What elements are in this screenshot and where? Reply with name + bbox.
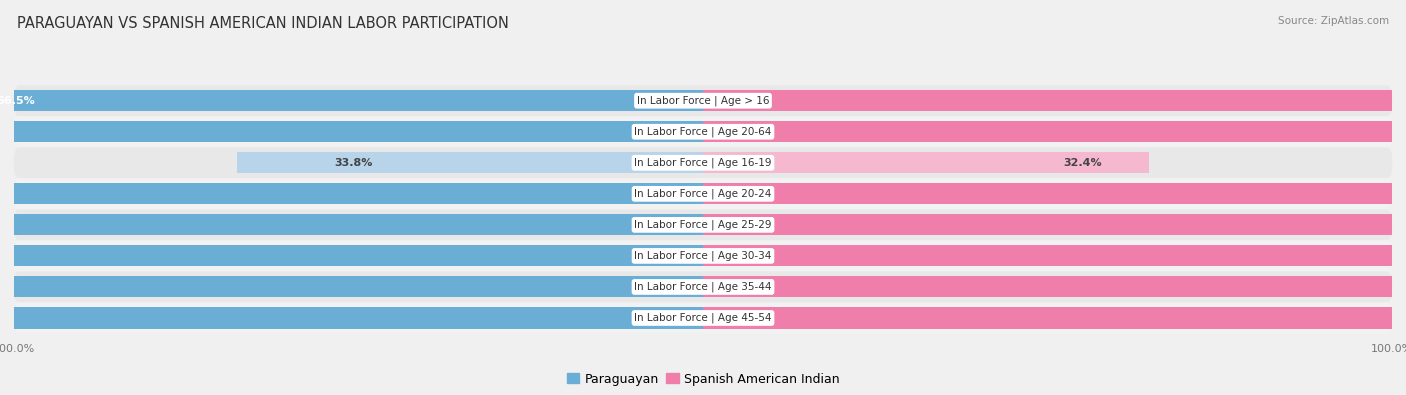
FancyBboxPatch shape [14,272,1392,302]
Bar [703,307,1406,329]
Text: In Labor Force | Age 16-19: In Labor Force | Age 16-19 [634,158,772,168]
Text: 66.5%: 66.5% [0,96,35,106]
Bar [0,90,703,111]
Bar [703,90,1406,111]
Bar [703,276,1406,297]
Text: 32.4%: 32.4% [1063,158,1102,168]
FancyBboxPatch shape [14,85,1392,116]
Bar [0,214,703,235]
Bar [703,214,1406,235]
Text: In Labor Force | Age 45-54: In Labor Force | Age 45-54 [634,313,772,323]
Legend: Paraguayan, Spanish American Indian: Paraguayan, Spanish American Indian [562,368,844,391]
Bar [0,276,703,297]
Text: Source: ZipAtlas.com: Source: ZipAtlas.com [1278,16,1389,26]
FancyBboxPatch shape [14,117,1392,147]
Text: In Labor Force | Age 30-34: In Labor Force | Age 30-34 [634,251,772,261]
FancyBboxPatch shape [14,303,1392,333]
FancyBboxPatch shape [14,179,1392,209]
Bar [0,183,703,204]
Text: In Labor Force | Age 20-64: In Labor Force | Age 20-64 [634,126,772,137]
FancyBboxPatch shape [14,209,1392,240]
Text: 33.8%: 33.8% [335,158,373,168]
Bar [238,152,703,173]
Bar [703,152,1150,173]
Bar [703,121,1406,142]
FancyBboxPatch shape [14,147,1392,178]
FancyBboxPatch shape [14,241,1392,271]
Bar [703,245,1406,267]
Text: In Labor Force | Age > 16: In Labor Force | Age > 16 [637,96,769,106]
Bar [703,183,1406,204]
Text: PARAGUAYAN VS SPANISH AMERICAN INDIAN LABOR PARTICIPATION: PARAGUAYAN VS SPANISH AMERICAN INDIAN LA… [17,16,509,31]
Bar [0,307,703,329]
Text: In Labor Force | Age 35-44: In Labor Force | Age 35-44 [634,282,772,292]
Bar [0,121,703,142]
Text: In Labor Force | Age 25-29: In Labor Force | Age 25-29 [634,220,772,230]
Bar [0,245,703,267]
Text: In Labor Force | Age 20-24: In Labor Force | Age 20-24 [634,188,772,199]
